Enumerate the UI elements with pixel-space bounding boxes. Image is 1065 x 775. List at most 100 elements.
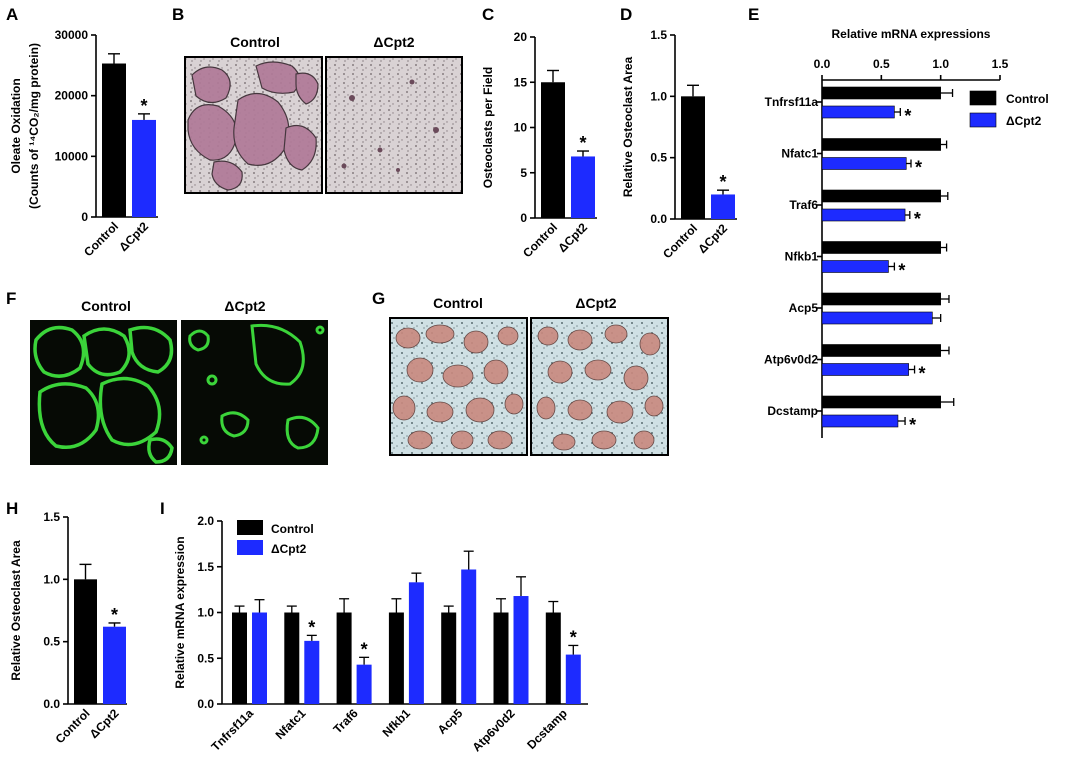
bar [821, 241, 941, 254]
significance-star: * [919, 364, 926, 384]
x-tick-label: ΔCpt2 [87, 706, 122, 741]
bar [821, 260, 889, 273]
significance-star: * [909, 415, 916, 435]
bar [821, 363, 909, 376]
bar [571, 156, 595, 218]
y-tick-label: 2.0 [197, 514, 214, 528]
micrograph-g-cpt2-osteoclasts [536, 324, 664, 451]
bar [821, 208, 906, 222]
panel-letter-g: G [372, 289, 385, 308]
y-tick-label: 0.5 [650, 151, 667, 165]
panel-letter-i: I [160, 499, 165, 518]
x-tick-label: Tnfrsf11a [208, 706, 256, 754]
micrograph-b-control-osteoclasts [187, 61, 319, 191]
y-tick-label: 1.5 [650, 28, 667, 42]
bar [541, 82, 565, 218]
x-tick-label: Nfkb1 [380, 706, 414, 740]
x-tick-label: Dcstamp [524, 706, 570, 752]
bar [74, 579, 97, 704]
x-tick-label: 0.0 [814, 57, 831, 71]
y-tick-label: 30000 [55, 28, 89, 42]
micrograph-f-right-label: ΔCpt2 [224, 298, 265, 314]
y-tick-label: 15 [514, 75, 528, 89]
legend-label: ΔCpt2 [271, 542, 307, 556]
legend-swatch [237, 520, 263, 535]
x-tick-label: 0.5 [873, 57, 890, 71]
micrograph-b-right-label: ΔCpt2 [373, 34, 414, 50]
y-axis-title: Relative mRNA expression [173, 536, 187, 688]
y-tick-label: 0.5 [197, 651, 214, 665]
significance-star: * [570, 627, 577, 647]
chart-d: 0.0 0.5 1.0 1.5 Control * ΔCpt2 Relative Osteoc… [621, 28, 737, 261]
y-tick-label: 0 [81, 210, 88, 224]
y-tick-label: 0.0 [650, 212, 667, 226]
y-tick-label: Acp5 [789, 301, 819, 315]
bar [441, 612, 457, 704]
significance-star: * [904, 106, 911, 126]
micrograph-b-cpt2-dots [341, 79, 439, 172]
bar [821, 157, 907, 170]
y-axis-title: Relative Osteoclast Area [9, 540, 23, 681]
significance-star: * [898, 261, 905, 281]
legend-label: ΔCpt2 [1006, 114, 1042, 128]
y-axis-title: Relative Osteoclast Area [621, 57, 635, 198]
y-tick-label: 20000 [55, 89, 89, 103]
x-tick-label: Atp6v0d2 [470, 706, 518, 754]
bar [252, 612, 267, 704]
bar [336, 612, 352, 704]
y-axis-title: Osteoclasts per Field [481, 67, 495, 188]
x-tick-label: Control [81, 219, 121, 259]
y-tick-label: 5 [520, 166, 527, 180]
legend-label: Control [1006, 92, 1049, 106]
panel-letter-f: F [6, 289, 16, 308]
bar [681, 96, 705, 219]
bar [388, 612, 404, 704]
bar [232, 612, 247, 704]
micrograph-b-cpt2-image [325, 56, 463, 194]
bar [408, 582, 424, 704]
y-tick-label: Atp6v0d2 [764, 353, 818, 367]
x-tick-label: ΔCpt2 [116, 219, 151, 254]
y-tick-label: 1.5 [197, 560, 214, 574]
x-tick-label: Control [660, 221, 700, 261]
micrograph-f-cpt2-rings [188, 323, 325, 450]
bar [821, 414, 899, 428]
chart-e: Relative mRNA expressions 0.0 0.5 1.0 1.5 Tnf… [764, 27, 1049, 438]
bar [821, 189, 941, 203]
y-tick-label: Dcstamp [767, 404, 818, 418]
bar [821, 395, 941, 409]
micrograph-b: Control ΔCpt2 [184, 34, 463, 194]
y-tick-label: Tnfrsf11a [765, 95, 819, 109]
x-tick-label: 1.5 [992, 57, 1009, 71]
legend-swatch [237, 540, 263, 555]
bar [132, 119, 156, 217]
significance-star: * [361, 639, 368, 659]
bar [821, 105, 895, 119]
y-tick-label: 0 [520, 211, 527, 225]
bar [356, 664, 372, 704]
bar [821, 86, 941, 100]
x-tick-label: 1.0 [932, 57, 949, 71]
y-axis-title-line2: (Counts of ¹⁴CO₂/mg protein) [27, 43, 41, 209]
panel-letter-a: A [6, 5, 18, 24]
x-tick-label: ΔCpt2 [555, 220, 590, 255]
micrograph-f: Control ΔCpt2 [30, 298, 328, 465]
y-tick-label: 1.0 [43, 572, 60, 586]
bar [821, 138, 941, 151]
micrograph-g: Control ΔCpt2 [389, 295, 669, 456]
x-tick-label: Nfatc1 [273, 706, 309, 742]
y-tick-label: 1.0 [650, 89, 667, 103]
significance-star: * [308, 617, 315, 637]
x-tick-label: Control [520, 220, 560, 260]
chart-i: 0.0 0.5 1.0 1.5 2.0 Relative mRNA expression T… [173, 514, 588, 754]
x-tick-label: Traf6 [331, 706, 361, 736]
panel-letter-e: E [748, 5, 759, 24]
bar [304, 640, 320, 704]
y-tick-label: 0.0 [43, 697, 60, 711]
micrograph-g-left-label: Control [433, 295, 483, 311]
significance-star: * [914, 209, 921, 229]
micrograph-f-left-label: Control [81, 298, 131, 314]
significance-star: * [579, 133, 586, 153]
y-tick-label: 0.0 [197, 697, 214, 711]
